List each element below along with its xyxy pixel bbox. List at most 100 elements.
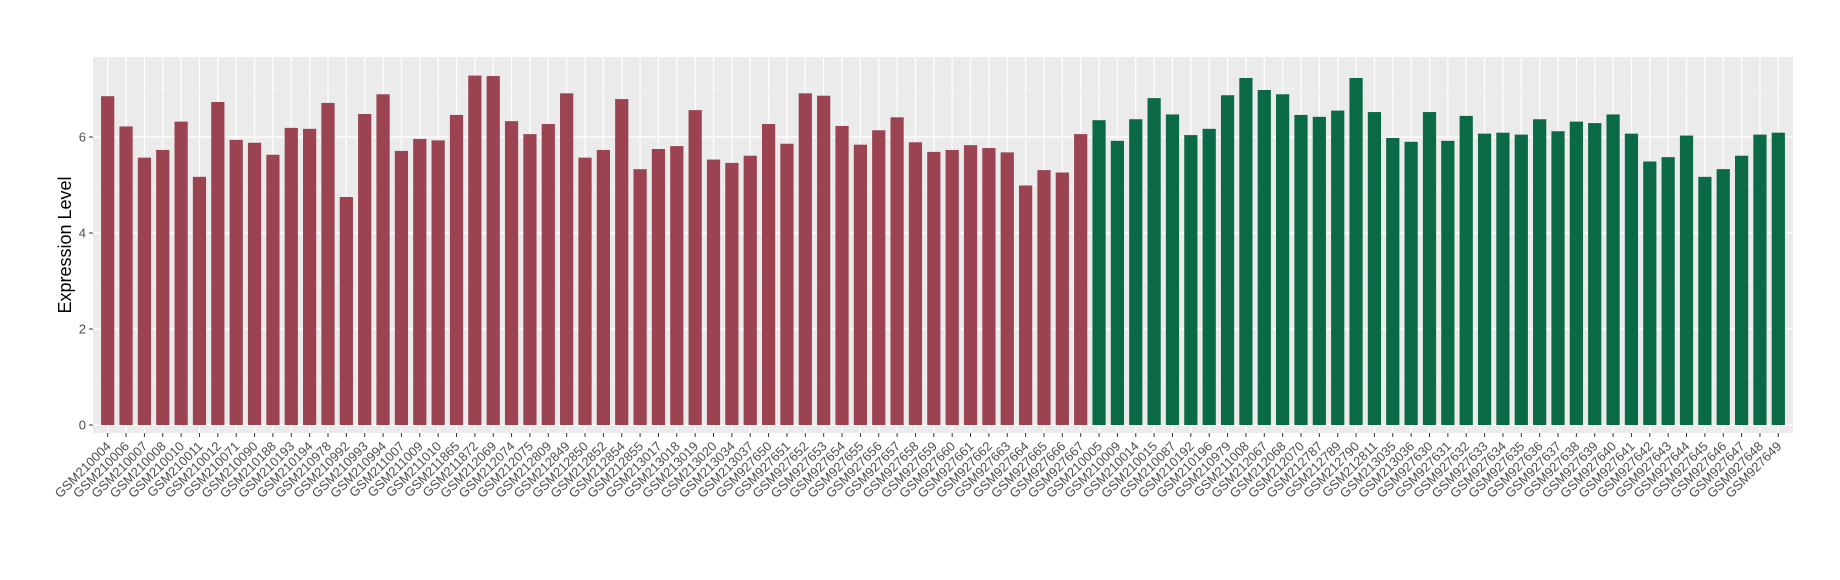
- bar-GSM210007: [137, 157, 152, 425]
- bar-GSM927650: [761, 124, 776, 425]
- bars: [101, 75, 1785, 426]
- bar-GSM927651: [780, 143, 794, 425]
- bar-GSM927663: [1000, 152, 1014, 426]
- bar-GSM212067: [1257, 89, 1271, 426]
- bar-GSM210006: [119, 126, 133, 425]
- bar-GSM210071: [229, 139, 243, 425]
- grid-minor: [93, 88, 1793, 378]
- bar-GSM927637: [1551, 131, 1565, 426]
- bar-GSM210194: [303, 128, 317, 425]
- bar-GSM211010: [431, 140, 445, 426]
- bar-GSM212789: [1331, 110, 1345, 425]
- bar-GSM210087: [1165, 114, 1180, 425]
- bar-GSM212811: [1367, 112, 1382, 425]
- bar-GSM927667: [1074, 134, 1088, 425]
- bar-GSM210992: [339, 197, 353, 425]
- y-tick-label: 4: [79, 226, 86, 241]
- bar-GSM927642: [1643, 161, 1657, 426]
- bar-GSM210193: [284, 127, 298, 425]
- bar-GSM927644: [1679, 135, 1694, 425]
- bar-GSM210011: [192, 176, 207, 425]
- bar-GSM927654: [835, 125, 849, 426]
- bar-GSM212852: [596, 149, 610, 425]
- bar-GSM210015: [1147, 98, 1161, 426]
- bar-GSM212068: [1276, 94, 1290, 425]
- y-axis: 0 2 4 6: [79, 130, 93, 433]
- bar-GSM927641: [1624, 133, 1639, 425]
- bar-GSM212790: [1349, 77, 1363, 426]
- bar-GSM927646: [1716, 169, 1730, 425]
- bar-GSM212070: [1294, 114, 1308, 426]
- bar-GSM210978: [321, 102, 335, 426]
- bar-GSM211007: [394, 150, 409, 426]
- bar-GSM927659: [927, 151, 941, 425]
- y-tick-label: 0: [79, 418, 86, 433]
- bar-GSM213036: [1404, 141, 1418, 426]
- bar-GSM927634: [1496, 132, 1510, 425]
- bar-GSM927640: [1606, 114, 1620, 425]
- y-tick-label: 6: [79, 130, 86, 145]
- bar-GSM927647: [1734, 155, 1749, 425]
- bar-GSM213020: [706, 159, 721, 425]
- bar-GSM213037: [743, 155, 757, 425]
- bar-GSM212855: [633, 169, 647, 425]
- bar-GSM213019: [688, 110, 702, 426]
- bar-GSM210014: [1129, 119, 1143, 426]
- bar-GSM927664: [1019, 185, 1033, 425]
- bar-GSM927662: [982, 148, 996, 426]
- bar-GSM927656: [872, 130, 886, 425]
- bar-GSM927631: [1441, 140, 1455, 425]
- bar-GSM212787: [1312, 116, 1326, 425]
- bar-GSM210005: [1092, 120, 1106, 425]
- bar-GSM927655: [853, 144, 867, 425]
- plot-panel: [93, 57, 1793, 433]
- bar-GSM210993: [358, 113, 372, 426]
- bar-GSM927633: [1477, 133, 1492, 425]
- bar-GSM927658: [908, 142, 923, 425]
- bar-GSM210012: [211, 101, 225, 426]
- bar-GSM210004: [101, 96, 115, 425]
- x-axis: GSM210004GSM210006GSM210007GSM210008GSM2…: [52, 433, 1784, 501]
- bar-GSM210090: [247, 142, 262, 425]
- bar-GSM210192: [1184, 135, 1198, 425]
- bar-GSM210994: [376, 94, 390, 425]
- bar-GSM212854: [615, 99, 629, 425]
- bar-GSM927645: [1698, 176, 1712, 425]
- bar-GSM210010: [174, 121, 188, 425]
- bar-GSM211009: [413, 138, 427, 426]
- bar-GSM213034: [725, 162, 739, 426]
- bar-GSM211872: [468, 75, 482, 425]
- bar-GSM927632: [1459, 115, 1473, 425]
- bar-GSM927653: [817, 95, 831, 425]
- bar-GSM927665: [1037, 170, 1051, 425]
- bar-GSM927630: [1422, 112, 1437, 425]
- bar-GSM211008: [1239, 77, 1253, 426]
- bar-GSM927636: [1533, 119, 1547, 426]
- bar-GSM212074: [504, 121, 519, 425]
- bar-GSM212849: [560, 93, 574, 425]
- bar-GSM927652: [798, 93, 812, 425]
- bar-GSM210009: [1110, 140, 1125, 425]
- bar-GSM213017: [651, 149, 666, 425]
- y-axis-title: Expression Level: [55, 176, 75, 313]
- bar-GSM927638: [1569, 121, 1583, 425]
- bar-GSM927649: [1771, 132, 1785, 425]
- bar-GSM213018: [670, 146, 684, 425]
- y-tick-label: 2: [79, 322, 86, 337]
- bar-GSM210979: [1220, 95, 1235, 426]
- bar-GSM212075: [523, 134, 537, 425]
- bar-GSM210196: [1202, 128, 1216, 425]
- bar-GSM927648: [1753, 134, 1767, 425]
- bar-GSM927666: [1055, 172, 1069, 425]
- bar-GSM927643: [1661, 157, 1675, 425]
- bar-GSM927660: [945, 149, 959, 425]
- bar-GSM927657: [890, 117, 904, 425]
- bar-GSM927661: [963, 145, 978, 425]
- bar-GSM210008: [156, 149, 170, 425]
- bar-GSM927639: [1588, 123, 1602, 425]
- bar-GSM211865: [449, 114, 464, 426]
- bar-GSM212809: [541, 124, 555, 425]
- bar-GSM927635: [1514, 134, 1528, 425]
- bar-GSM212069: [486, 76, 500, 425]
